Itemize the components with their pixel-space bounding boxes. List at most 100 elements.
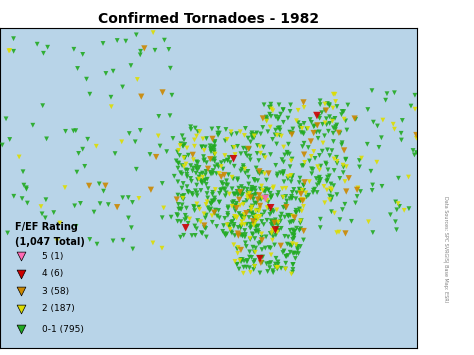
Point [367,168,374,174]
Point [314,122,321,128]
Point [188,233,196,239]
Point [255,196,263,202]
Point [230,215,238,221]
Point [246,153,254,159]
Point [260,195,267,200]
Point [282,266,289,272]
Point [230,204,237,210]
Point [189,168,196,174]
Point [235,211,243,217]
Point [185,190,192,195]
Point [178,185,186,191]
Point [201,215,209,221]
Point [276,125,283,131]
Point [237,233,245,238]
Point [173,158,180,164]
Point [227,129,235,135]
Point [300,197,308,203]
Point [391,90,398,95]
Point [401,207,408,213]
Point [291,229,298,234]
Point [274,262,282,267]
Point [298,218,305,223]
Point [287,158,295,164]
Point [287,173,295,178]
Point [222,190,230,196]
Point [393,207,401,213]
Point [211,139,219,144]
Point [338,112,346,118]
Point [253,214,261,219]
Point [193,133,201,139]
Point [273,173,281,179]
Point [209,192,216,197]
Point [342,230,349,236]
Point [61,185,69,190]
Point [284,234,292,240]
Point [273,264,280,270]
Point [224,158,231,163]
Point [267,152,274,157]
Point [272,114,280,120]
Point [268,230,275,236]
Point [263,197,270,203]
Point [375,144,383,150]
Point [299,198,306,204]
Point [329,139,337,144]
Point [393,227,401,233]
Point [240,186,247,191]
Point [274,219,282,225]
Point [133,32,140,38]
Point [177,170,184,175]
Point [364,107,372,113]
Point [193,193,201,198]
Point [258,247,266,252]
Point [273,207,281,213]
Point [358,155,365,161]
Point [180,233,187,238]
Point [383,91,391,97]
Point [300,131,308,137]
Text: (1,047 Total): (1,047 Total) [15,237,85,247]
Point [287,242,295,248]
Point [225,222,233,228]
Point [336,176,344,181]
Point [258,195,266,201]
Point [279,186,286,191]
Point [277,218,284,224]
Point [248,203,256,209]
Point [237,189,244,195]
Point [273,229,281,235]
Point [17,306,25,312]
Point [276,127,284,133]
Point [79,51,86,57]
Point [180,164,188,169]
Point [84,136,91,142]
Point [218,164,225,169]
Point [219,166,227,172]
Point [161,37,168,43]
Point [135,196,143,201]
Point [365,219,372,225]
Point [264,205,271,211]
Point [316,167,323,173]
Point [263,118,270,123]
Point [244,190,252,196]
Point [18,196,26,202]
Point [324,174,331,180]
Point [219,229,227,234]
Point [333,230,340,235]
Point [308,154,315,159]
Text: 5 (1): 5 (1) [42,252,63,261]
Point [176,143,184,148]
Point [175,161,182,166]
Point [296,189,304,195]
Point [42,215,49,221]
Point [178,195,186,201]
Point [238,166,246,172]
Point [264,205,272,211]
Point [269,186,277,191]
Point [236,203,244,208]
Point [182,205,190,211]
Point [215,171,223,176]
